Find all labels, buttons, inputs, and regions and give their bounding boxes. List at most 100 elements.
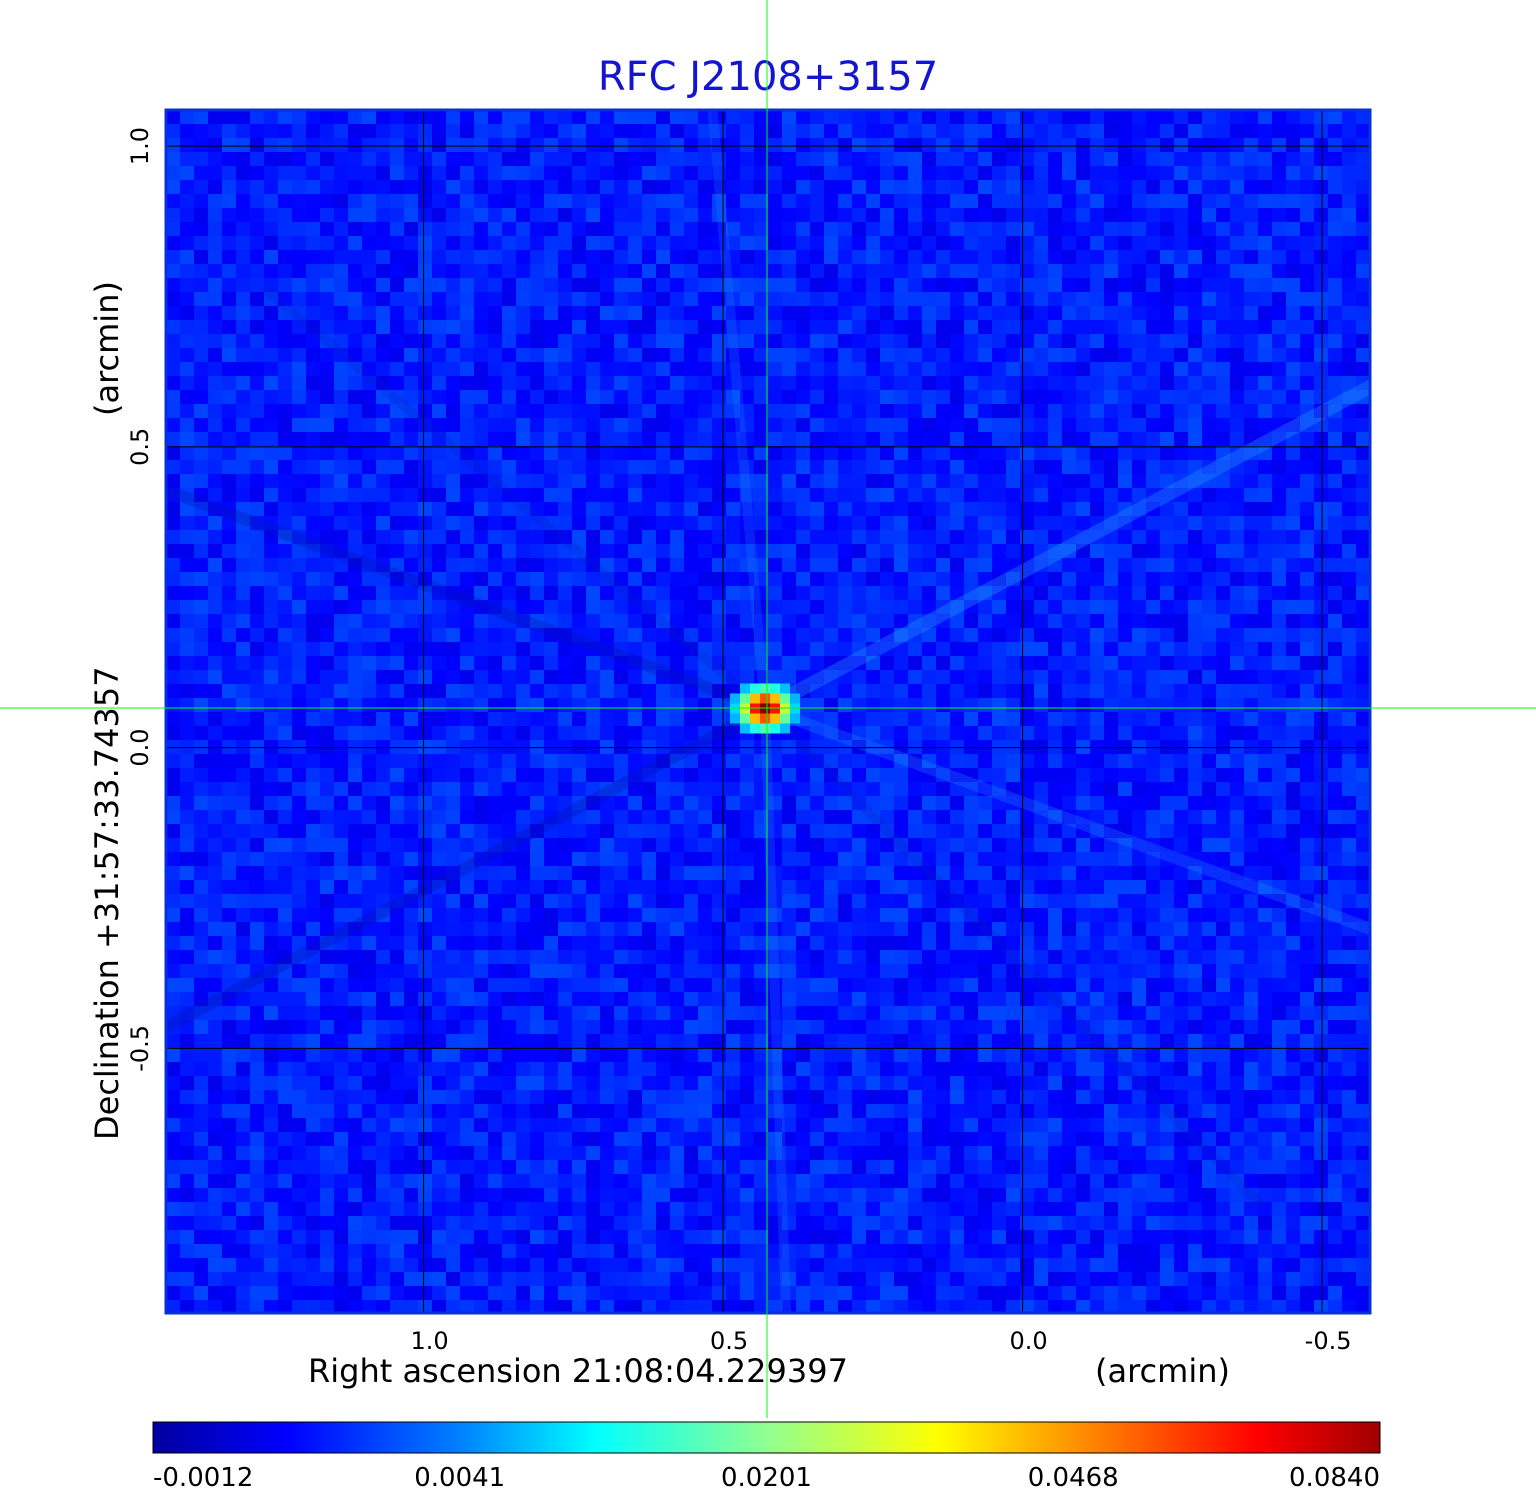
noise-pixel xyxy=(950,110,964,124)
noise-pixel xyxy=(404,642,418,656)
noise-pixel xyxy=(558,544,572,558)
noise-pixel xyxy=(334,446,348,460)
noise-pixel xyxy=(992,138,1006,152)
noise-pixel xyxy=(992,306,1006,320)
noise-pixel xyxy=(1202,292,1216,306)
noise-pixel xyxy=(1202,152,1216,166)
noise-pixel xyxy=(474,810,488,824)
noise-pixel xyxy=(726,474,740,488)
noise-pixel xyxy=(600,334,614,348)
noise-pixel xyxy=(922,404,936,418)
noise-pixel xyxy=(796,894,810,908)
noise-pixel xyxy=(684,712,698,726)
noise-pixel xyxy=(1160,194,1174,208)
noise-pixel xyxy=(278,250,292,264)
noise-pixel xyxy=(1230,768,1244,782)
noise-pixel xyxy=(1006,194,1020,208)
noise-pixel xyxy=(1104,880,1118,894)
noise-pixel xyxy=(1202,782,1216,796)
noise-pixel xyxy=(964,684,978,698)
noise-pixel xyxy=(936,670,950,684)
noise-pixel xyxy=(866,306,880,320)
noise-pixel xyxy=(614,908,628,922)
noise-pixel xyxy=(334,866,348,880)
noise-pixel xyxy=(1356,656,1370,670)
noise-pixel xyxy=(894,488,908,502)
noise-pixel xyxy=(348,838,362,852)
noise-pixel xyxy=(236,656,250,670)
noise-pixel xyxy=(1034,614,1048,628)
noise-pixel xyxy=(670,446,684,460)
noise-pixel xyxy=(320,530,334,544)
noise-pixel xyxy=(670,642,684,656)
noise-pixel xyxy=(614,712,628,726)
noise-pixel xyxy=(1076,670,1090,684)
noise-pixel xyxy=(586,642,600,656)
noise-pixel xyxy=(278,446,292,460)
noise-pixel xyxy=(894,418,908,432)
noise-pixel xyxy=(306,236,320,250)
noise-pixel xyxy=(978,572,992,586)
noise-pixel xyxy=(1006,740,1020,754)
noise-pixel xyxy=(572,684,586,698)
noise-pixel xyxy=(460,208,474,222)
noise-pixel xyxy=(334,838,348,852)
noise-pixel xyxy=(376,320,390,334)
noise-pixel xyxy=(586,376,600,390)
noise-pixel xyxy=(166,698,180,712)
noise-pixel xyxy=(166,390,180,404)
noise-pixel xyxy=(278,124,292,138)
noise-pixel xyxy=(236,376,250,390)
noise-pixel xyxy=(1104,138,1118,152)
noise-pixel xyxy=(1006,292,1020,306)
noise-pixel xyxy=(390,810,404,824)
noise-pixel xyxy=(362,320,376,334)
noise-pixel xyxy=(1076,418,1090,432)
noise-pixel xyxy=(684,684,698,698)
noise-pixel xyxy=(642,838,656,852)
noise-pixel xyxy=(614,726,628,740)
noise-pixel xyxy=(1034,502,1048,516)
noise-pixel xyxy=(586,628,600,642)
noise-pixel xyxy=(1090,824,1104,838)
noise-pixel xyxy=(642,894,656,908)
noise-pixel xyxy=(502,516,516,530)
noise-pixel xyxy=(432,194,446,208)
noise-pixel xyxy=(1062,768,1076,782)
noise-pixel xyxy=(404,152,418,166)
noise-pixel xyxy=(656,278,670,292)
noise-pixel xyxy=(1244,292,1258,306)
noise-pixel xyxy=(306,138,320,152)
noise-pixel xyxy=(866,348,880,362)
noise-pixel xyxy=(1146,306,1160,320)
noise-pixel xyxy=(516,278,530,292)
noise-pixel xyxy=(1244,474,1258,488)
noise-pixel xyxy=(348,810,362,824)
noise-pixel xyxy=(586,432,600,446)
noise-pixel xyxy=(250,754,264,768)
noise-pixel xyxy=(1034,348,1048,362)
noise-pixel xyxy=(334,642,348,656)
noise-pixel xyxy=(1286,124,1300,138)
noise-pixel xyxy=(866,250,880,264)
noise-pixel xyxy=(236,250,250,264)
noise-pixel xyxy=(684,488,698,502)
noise-pixel xyxy=(1020,460,1034,474)
noise-pixel xyxy=(1062,642,1076,656)
noise-pixel xyxy=(222,586,236,600)
noise-pixel xyxy=(292,152,306,166)
noise-pixel xyxy=(838,306,852,320)
noise-pixel xyxy=(1314,306,1328,320)
noise-pixel xyxy=(1286,586,1300,600)
noise-pixel xyxy=(978,530,992,544)
noise-pixel xyxy=(908,460,922,474)
noise-pixel xyxy=(544,194,558,208)
noise-pixel xyxy=(1090,670,1104,684)
noise-pixel xyxy=(992,754,1006,768)
noise-pixel xyxy=(362,516,376,530)
noise-pixel xyxy=(698,418,712,432)
noise-pixel xyxy=(446,712,460,726)
noise-pixel xyxy=(1020,614,1034,628)
noise-pixel xyxy=(208,866,222,880)
noise-pixel xyxy=(502,838,516,852)
